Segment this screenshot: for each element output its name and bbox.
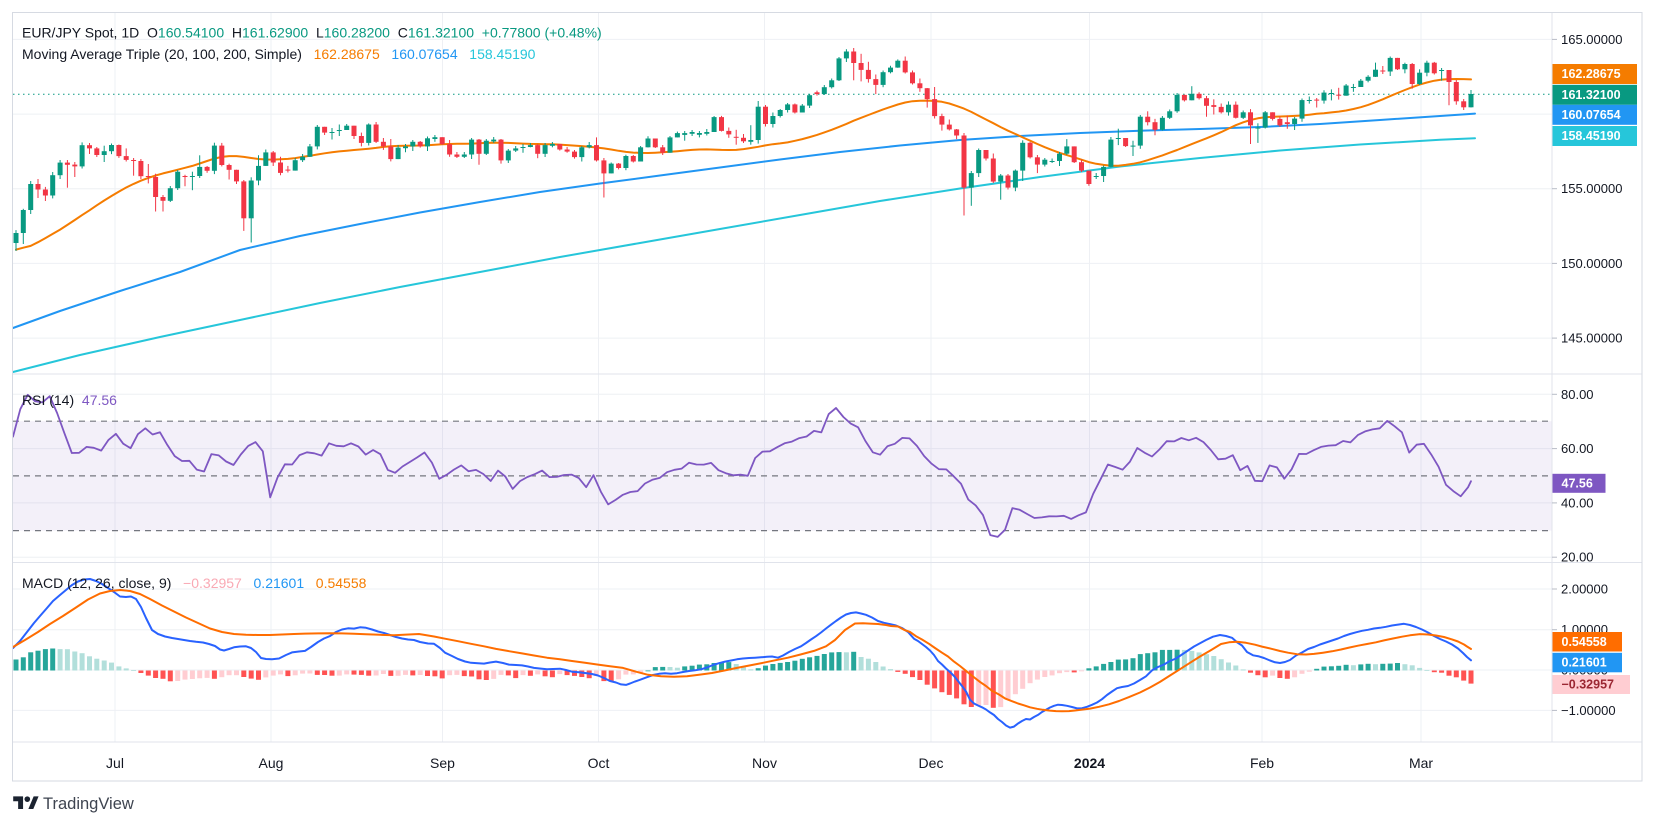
svg-text:Mar: Mar: [1409, 755, 1433, 771]
svg-text:2024: 2024: [1074, 755, 1105, 771]
svg-text:160.07654: 160.07654: [1562, 108, 1621, 122]
svg-text:80.00: 80.00: [1561, 387, 1594, 402]
svg-text:MACD (12, 26, close, 9) −0.3: MACD (12, 26, close, 9) −0.32957 0.21601…: [22, 575, 367, 591]
svg-text:161.32100: 161.32100: [1562, 88, 1621, 102]
svg-text:Nov: Nov: [752, 755, 777, 771]
svg-text:40.00: 40.00: [1561, 495, 1594, 510]
svg-text:Oct: Oct: [588, 755, 610, 771]
svg-text:Sep: Sep: [430, 755, 455, 771]
svg-text:−1.00000: −1.00000: [1561, 703, 1616, 718]
svg-text:RSI (14) 47.56: RSI (14) 47.56: [22, 392, 117, 408]
svg-text:150.00000: 150.00000: [1561, 256, 1622, 271]
svg-text:158.45190: 158.45190: [1562, 129, 1621, 143]
svg-text:0.54558: 0.54558: [1562, 635, 1607, 649]
svg-text:2.00000: 2.00000: [1561, 582, 1608, 597]
svg-text:165.00000: 165.00000: [1561, 32, 1622, 47]
svg-text:0.21601: 0.21601: [1562, 656, 1607, 670]
svg-text:Dec: Dec: [919, 755, 944, 771]
svg-text:162.28675: 162.28675: [1562, 67, 1621, 81]
svg-text:TradingView: TradingView: [43, 795, 134, 813]
svg-text:47.56: 47.56: [1562, 476, 1593, 490]
svg-text:60.00: 60.00: [1561, 441, 1594, 456]
svg-text:Moving Average Triple (20, 100: Moving Average Triple (20, 100, 200, Sim…: [22, 46, 536, 62]
svg-text:20.00: 20.00: [1561, 550, 1594, 565]
svg-text:145.00000: 145.00000: [1561, 331, 1622, 346]
svg-text:Aug: Aug: [259, 755, 284, 771]
svg-text:EUR/JPY Spot, 1D O160.54100: EUR/JPY Spot, 1D O160.54100 H161.62900 L…: [22, 25, 602, 41]
svg-text:−0.32957: −0.32957: [1562, 678, 1615, 692]
svg-text:155.00000: 155.00000: [1561, 181, 1622, 196]
svg-text:Feb: Feb: [1250, 755, 1274, 771]
svg-text:Jul: Jul: [106, 755, 124, 771]
